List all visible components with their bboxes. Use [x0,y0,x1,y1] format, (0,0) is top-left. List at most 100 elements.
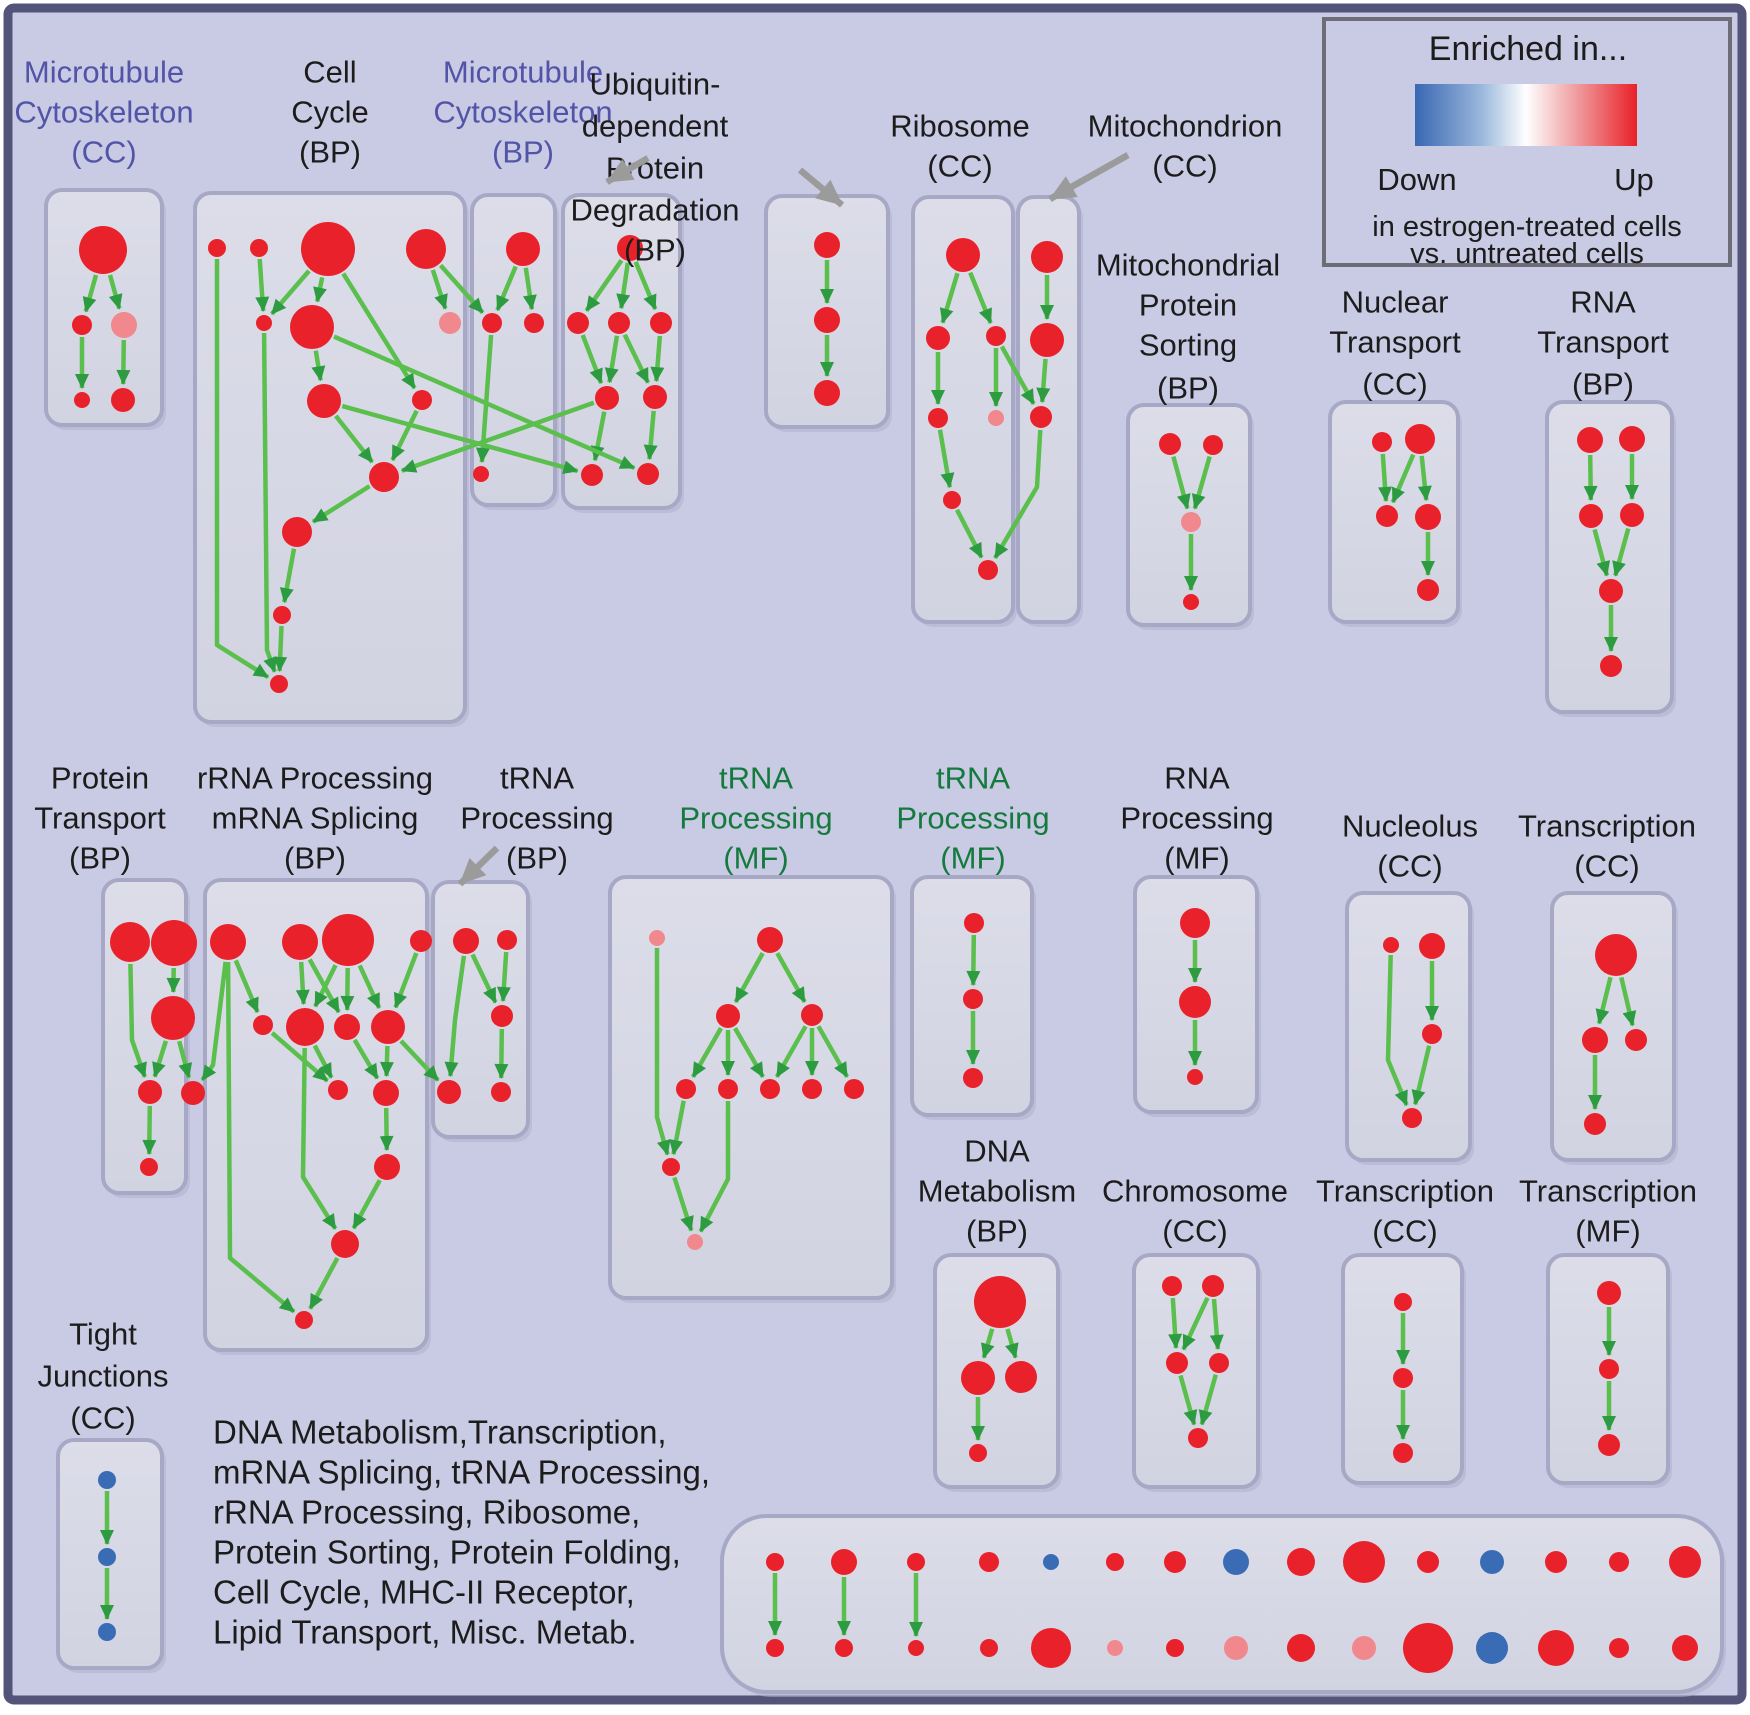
misc-category-list-line-2: rRNA Processing, Ribosome, [213,1494,640,1531]
misc-cluster-node-21 [1403,1623,1453,1673]
legend-box [1322,17,1732,267]
rrna-mrna-node-1 [282,924,318,960]
trna-mf-1-node-1 [757,927,783,953]
rrna-mrna-edge-4 [340,967,355,1011]
ribosome-node-1 [926,326,950,350]
chromosome-box [1132,1253,1260,1489]
rrna-mrna-edge-6 [393,952,419,1009]
chromosome-edge-4 [1198,1373,1218,1426]
rna-mf-node-0 [1180,908,1210,938]
mitochondrion-label-line-0: Mitochondrion [1088,109,1283,144]
rna-mf-label: RNA Processing (MF) [1120,761,1273,876]
rrna-mrna-label-line-0: rRNA Processing [197,761,433,796]
ribosome-label: Ribosome (CC) [890,109,1030,184]
microtubule-bp-edge-1 [522,267,537,311]
label-pointer-arrow-3 [457,845,500,887]
tight-junctions-label-line-1: Junctions [38,1359,169,1394]
misc-category-list-line-4: Cell Cycle, MHC-II Receptor, [213,1574,635,1611]
trna-mf-1-edge-8 [654,948,671,1156]
transcription-mf-label-line-1: (MF) [1575,1214,1640,1249]
microtubule-bp-label-line-0: Microtubule [443,55,603,90]
ribosome-label-line-1: (CC) [927,149,992,184]
cross-edge-0 [438,263,485,315]
microtubule-cc-label: Microtubule Cytoskeleton (CC) [14,55,193,170]
mitochondrion-node-2 [1030,406,1052,428]
nuclear-transport-label-line-0: Nuclear [1342,285,1449,320]
protein-transport-node-5 [140,1158,158,1176]
transcription-cc-row2-edge-1 [1619,976,1637,1027]
microtubule-cc-label-line-2: (CC) [71,135,136,170]
trna-mf-1-edge-2 [691,1026,723,1079]
trna-bp-label-line-1: Processing [460,801,613,836]
misc-cluster-node-14 [1223,1549,1249,1575]
transcription-cc-row2-label: Transcription (CC) [1518,809,1696,884]
mito-protein-sorting-label-line-2: Sorting [1139,328,1237,363]
trna-mf-1-label: tRNA Processing (MF) [679,761,832,876]
cross-edge-3 [400,400,595,473]
microtubule-bp-node-0 [506,232,540,266]
microtubule-bp-node-1 [482,313,502,333]
protein-transport-label-line-0: Protein [51,761,149,796]
misc-cluster-node-28 [1669,1546,1701,1578]
dna-metabolism-label-line-2: (BP) [966,1214,1028,1249]
nucleolus-edge-2 [1385,954,1409,1107]
rna-transport-node-1 [1619,426,1645,452]
cell-cycle-node-10 [282,517,312,547]
ubiquitin-bp-node-2 [608,312,630,334]
chromosome-label-line-1: (CC) [1162,1214,1227,1249]
cross-edge-5 [993,429,1043,560]
nuclear-transport-edge-2 [1417,455,1432,502]
microtubule-bp-box [470,193,557,507]
trna-mf-1-edge-1 [775,951,807,1004]
trna-bp-edge-1 [496,951,511,1002]
rrna-mrna-node-6 [334,1014,360,1040]
dna-metabolism-label-line-0: DNA [964,1134,1030,1169]
ribosome-node-6 [978,560,998,580]
rrna-mrna-edge-10 [379,1045,394,1077]
mito-protein-sorting-node-3 [1183,594,1199,610]
microtubule-bp-node-3 [473,466,489,482]
misc-cluster-node-7 [980,1639,998,1657]
ribosome-node-3 [928,408,948,428]
cell-cycle-edge-10 [279,548,297,604]
dna-metabolism-node-3 [969,1444,987,1462]
chromosome-node-2 [1166,1352,1188,1374]
label-layer: Microtubule Cytoskeleton (CC) Cell Cycle (BP)… [14,55,1697,1651]
ubiquitin-bp-edge-3 [580,334,604,385]
chromosome-edge-1 [1181,1296,1210,1351]
protein-transport-label-line-2: (BP) [69,841,131,876]
cell-cycle-node-8 [412,390,432,410]
chromosome-node-0 [1162,1276,1182,1296]
trna-mf-1-node-4 [676,1079,696,1099]
nuclear-transport-node-0 [1372,432,1392,452]
label-pointer-arrow-1 [797,167,845,208]
rrna-mrna-edge-15 [225,961,296,1314]
transcription-cc-row2-edge-0 [1595,976,1613,1025]
nucleolus-label: Nucleolus (CC) [1342,809,1478,884]
misc-cluster-node-4 [907,1553,925,1571]
misc-cluster-node-0 [766,1553,784,1571]
misc-cluster-node-27 [1609,1638,1629,1658]
ribosome-edge-4 [937,429,955,489]
rrna-mrna-node-4 [253,1015,273,1035]
chromosome-label: Chromosome (CC) [1102,1174,1288,1249]
ubiquitin-label-label-line-2: Protein [606,151,704,186]
rrna-mrna-edge-3 [313,964,338,1008]
rna-transport-box [1545,400,1674,714]
protein-transport-label-line-1: Transport [34,801,166,836]
protein-transport-node-3 [138,1080,162,1104]
rrna-mrna-node-8 [328,1080,348,1100]
rrna-mrna-edge-0 [233,959,260,1014]
nuclear-transport-node-3 [1415,504,1441,530]
trna-bp-node-4 [491,1082,511,1102]
mito-protein-sorting-label-line-0: Mitochondrial [1096,248,1280,283]
ribosome-box [911,195,1015,624]
cell-cycle-edge-8 [390,409,419,461]
rrna-mrna-edge-7 [270,1031,329,1083]
trna-mf-2-label-line-1: Processing [896,801,1049,836]
rna-transport-node-4 [1599,579,1623,603]
transcription-cc-row3-label: Transcription (CC) [1316,1174,1494,1249]
misc-cluster-node-17 [1287,1634,1315,1662]
misc-category-list-line-3: Protein Sorting, Protein Folding, [213,1534,681,1571]
microtubule-cc-label-line-0: Microtubule [24,55,184,90]
